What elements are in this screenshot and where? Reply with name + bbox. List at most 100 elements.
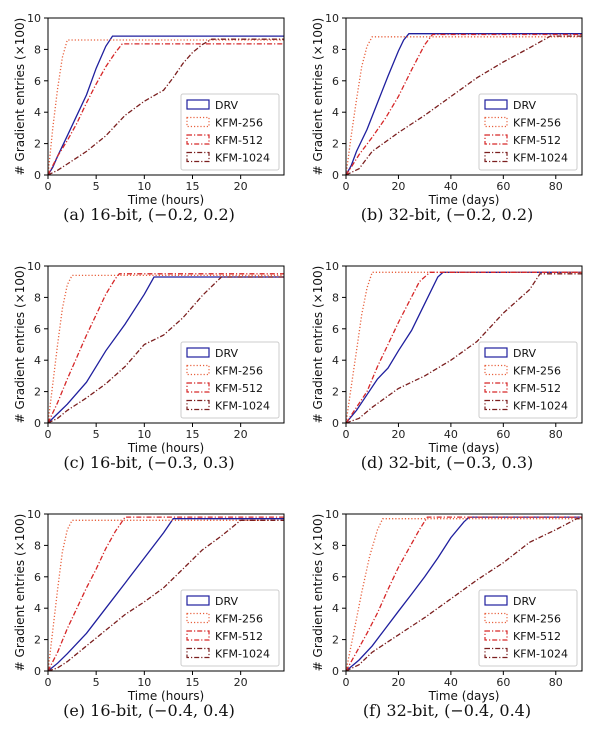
x-tick-label: 80 xyxy=(549,428,563,441)
chart-panel: 0 5 10 15 20 0 2 4 6 8 10 Time (hours) # Gradient en… xyxy=(0,0,298,245)
x-tick-label: 20 xyxy=(391,428,405,441)
legend-swatch xyxy=(484,99,508,110)
chart-caption: (e) 16-bit, (−0.4, 0.4) xyxy=(63,701,235,720)
series-line-drv xyxy=(47,276,284,424)
legend-label: KFM-512 xyxy=(513,382,561,395)
chart-svg: 0 20 40 60 80 0 2 4 6 8 10 Time (days) # Gradient en… xyxy=(311,12,583,207)
x-tick-label: 60 xyxy=(496,428,510,441)
series-line-kfm-1024 xyxy=(47,276,284,424)
x-tick-label: 20 xyxy=(234,676,248,689)
x-tick-label: 10 xyxy=(137,428,151,441)
x-tick-label: 80 xyxy=(549,180,563,193)
chart-panel: 0 20 40 60 80 0 2 4 6 8 10 Time (days) # Gradient en… xyxy=(298,0,596,245)
y-tick-label: 2 xyxy=(332,634,339,647)
series-line-kfm-256 xyxy=(345,36,582,176)
y-tick-label: 0 xyxy=(332,417,339,430)
y-tick-label: 10 xyxy=(27,260,41,273)
chart-caption: (b) 32-bit, (−0.2, 0.2) xyxy=(360,205,534,224)
legend-swatch xyxy=(186,382,210,393)
series-line-kfm-1024 xyxy=(345,273,582,424)
x-tick-label: 10 xyxy=(137,676,151,689)
legend-swatch xyxy=(484,347,508,358)
y-tick-label: 8 xyxy=(34,291,41,304)
y-tick-label: 6 xyxy=(332,75,339,88)
legend-swatch xyxy=(484,364,508,376)
legend-box xyxy=(478,589,578,667)
legend-box xyxy=(180,341,280,419)
y-tick-label: 2 xyxy=(34,386,41,399)
series-line-kfm-512 xyxy=(345,516,582,672)
legend-swatch xyxy=(484,116,508,128)
y-tick-label: 8 xyxy=(332,539,339,552)
series-line-kfm-512 xyxy=(345,271,582,424)
y-tick-label: 0 xyxy=(332,169,339,182)
y-tick-label: 10 xyxy=(27,12,41,25)
x-tick-label: 5 xyxy=(93,676,100,689)
x-axis-label: Time (hours) xyxy=(127,689,204,703)
legend-swatch xyxy=(186,364,210,376)
y-tick-label: 4 xyxy=(34,106,41,119)
y-axis-label: # Gradient entries (×100) xyxy=(13,266,27,424)
x-tick-label: 60 xyxy=(496,676,510,689)
y-tick-label: 6 xyxy=(34,323,41,336)
legend-swatch xyxy=(186,595,210,606)
legend-label: KFM-1024 xyxy=(513,648,568,661)
chart-caption: (d) 32-bit, (−0.3, 0.3) xyxy=(360,453,534,472)
legend-label: KFM-512 xyxy=(513,630,561,643)
series-line-kfm-512 xyxy=(345,33,582,176)
y-tick-label: 2 xyxy=(34,634,41,647)
y-tick-label: 8 xyxy=(34,539,41,552)
legend-label: DRV xyxy=(513,595,537,608)
chart-panel: 0 20 40 60 80 0 2 4 6 8 10 Time (days) # Gradient en… xyxy=(298,496,596,741)
x-tick-label: 0 xyxy=(45,676,52,689)
legend-swatch xyxy=(186,151,210,163)
x-axis-label: Time (days) xyxy=(428,689,500,703)
y-tick-label: 10 xyxy=(325,508,339,521)
x-tick-label: 10 xyxy=(137,180,151,193)
legend-label: KFM-512 xyxy=(513,134,561,147)
chart-svg: 0 20 40 60 80 0 2 4 6 8 10 Time (days) # Gradient en… xyxy=(311,260,583,455)
x-tick-label: 40 xyxy=(444,676,458,689)
legend-box xyxy=(478,341,578,419)
legend-label: KFM-1024 xyxy=(513,400,568,413)
series-line-kfm-256 xyxy=(47,274,284,424)
legend-label: KFM-256 xyxy=(215,365,263,378)
x-tick-label: 15 xyxy=(185,676,199,689)
x-tick-label: 5 xyxy=(93,180,100,193)
series-line-kfm-512 xyxy=(47,273,284,424)
series-line-kfm-256 xyxy=(345,518,582,672)
legend-label: DRV xyxy=(513,347,537,360)
x-tick-label: 5 xyxy=(93,428,100,441)
legend-label: DRV xyxy=(513,99,537,112)
legend-swatch xyxy=(484,612,508,624)
plot-frame xyxy=(47,513,285,672)
series-line-kfm-512 xyxy=(47,43,284,176)
legend-swatch xyxy=(186,612,210,624)
legend-swatch xyxy=(186,630,210,641)
legend-label: KFM-1024 xyxy=(215,152,270,165)
y-axis-label: # Gradient entries (×100) xyxy=(311,18,325,176)
y-tick-label: 0 xyxy=(34,169,41,182)
series-line-kfm-1024 xyxy=(345,518,582,672)
chart-panel: 0 20 40 60 80 0 2 4 6 8 10 Time (days) # Gradient en… xyxy=(298,248,596,493)
y-tick-label: 2 xyxy=(34,138,41,151)
series-line-kfm-256 xyxy=(47,39,284,176)
legend-label: KFM-512 xyxy=(215,630,263,643)
legend-swatch xyxy=(186,116,210,128)
legend-label: KFM-1024 xyxy=(513,152,568,165)
y-tick-label: 4 xyxy=(332,354,339,367)
plot-frame xyxy=(47,265,285,424)
legend-swatch xyxy=(186,134,210,145)
chart-svg: 0 20 40 60 80 0 2 4 6 8 10 Time (days) # Gradient en… xyxy=(311,508,583,703)
y-tick-label: 4 xyxy=(34,354,41,367)
x-tick-label: 20 xyxy=(391,676,405,689)
legend-swatch xyxy=(186,399,210,411)
y-axis-label: # Gradient entries (×100) xyxy=(13,18,27,176)
legend-box xyxy=(478,93,578,171)
legend-label: KFM-256 xyxy=(513,117,561,130)
legend-label: KFM-256 xyxy=(513,365,561,378)
legend-label: DRV xyxy=(215,347,239,360)
x-tick-label: 0 xyxy=(45,180,52,193)
